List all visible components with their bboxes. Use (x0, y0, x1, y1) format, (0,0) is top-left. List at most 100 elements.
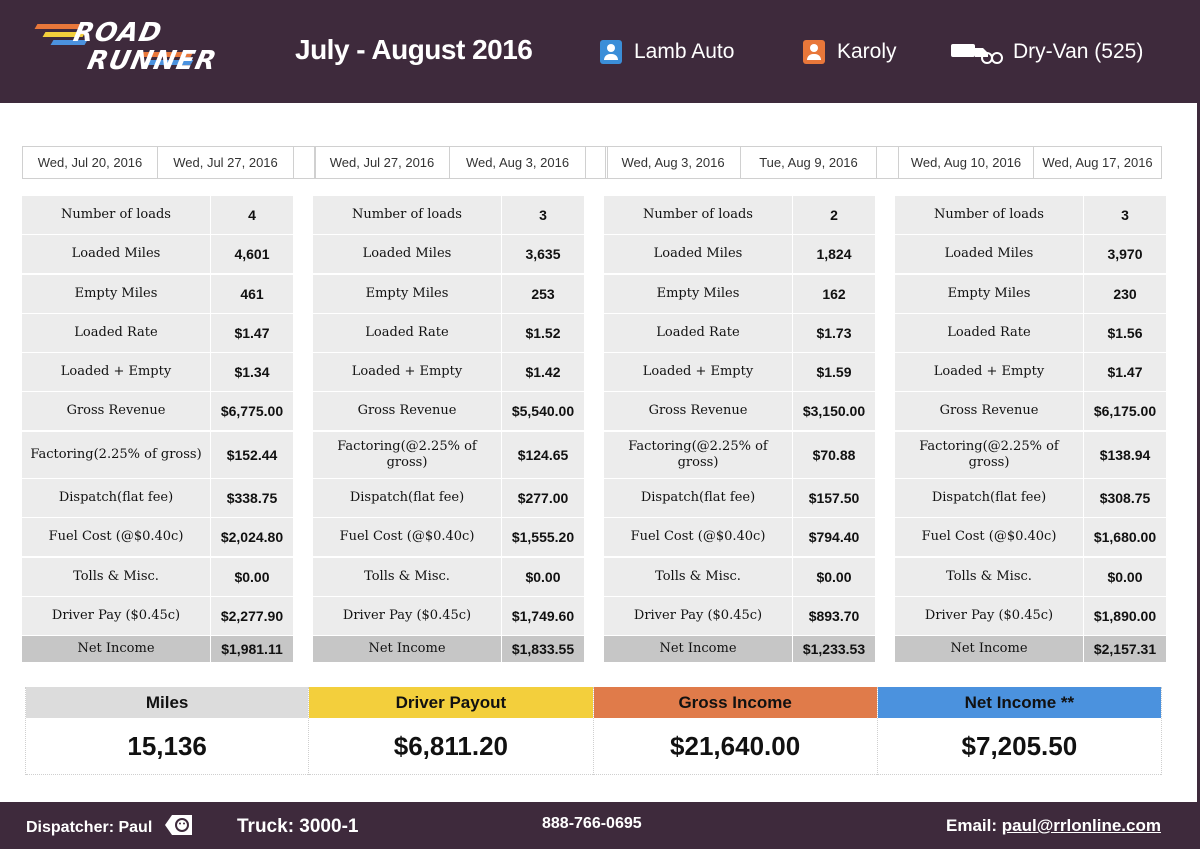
email-info: Email: paul@rrlonline.com (946, 816, 1161, 836)
summary-label: Net Income ** (877, 687, 1161, 718)
row-label: Driver Pay ($0.45c) (604, 596, 792, 635)
summary-net-income: Net Income ** $7,205.50 (877, 687, 1162, 775)
row-value: $0.00 (793, 557, 875, 596)
row-empty-miles: Empty Miles 461 (22, 274, 293, 313)
person-icon (803, 40, 825, 64)
summary-value: 15,136 (26, 718, 309, 775)
row-value: $3,150.00 (793, 392, 875, 431)
row-value: $1,749.60 (502, 596, 584, 635)
footer-bar: Dispatcher: Paul Truck: 3000-1 888-766-0… (0, 802, 1197, 849)
row-label: Gross Revenue (22, 392, 210, 431)
row-label: Factoring(@2.25% of gross) (895, 431, 1083, 478)
row-loaded-rate: Loaded Rate $1.73 (604, 313, 875, 352)
row-value: $0.00 (1084, 557, 1166, 596)
row-label: Loaded Rate (604, 313, 792, 352)
date-spacer (877, 146, 899, 179)
dispatcher-tag-icon (165, 815, 193, 835)
row-value: $0.00 (502, 557, 584, 596)
row-label: Number of loads (22, 196, 210, 234)
week-1-dates: Wed, Jul 20, 2016 Wed, Jul 27, 2016 (22, 146, 316, 181)
row-loaded-miles: Loaded Miles 4,601 (22, 235, 293, 274)
summary-driver-payout: Driver Payout $6,811.20 (309, 687, 594, 775)
row-label: Loaded Miles (313, 235, 501, 274)
row-label: Empty Miles (604, 274, 792, 313)
row-label: Factoring(@2.25% of gross) (313, 431, 501, 478)
row-label: Factoring(2.25% of gross) (22, 431, 210, 478)
row-label: Driver Pay ($0.45c) (895, 596, 1083, 635)
row-empty-miles: Empty Miles 230 (895, 274, 1166, 313)
row-gross-revenue: Gross Revenue $6,775.00 (22, 392, 293, 431)
row-factoring: Factoring(2.25% of gross) $152.44 (22, 431, 293, 478)
row-gross-revenue: Gross Revenue $6,175.00 (895, 392, 1166, 431)
row-driver-pay: Driver Pay ($0.45c) $1,890.00 (895, 596, 1166, 635)
row-label: Loaded Miles (604, 235, 792, 274)
week-end-date: Wed, Jul 27, 2016 (158, 146, 294, 179)
row-value: $1,680.00 (1084, 518, 1166, 557)
row-label: Net Income (313, 636, 501, 663)
row-label: Factoring(@2.25% of gross) (604, 431, 792, 478)
row-label: Dispatch(flat fee) (22, 479, 210, 518)
row-label: Net Income (22, 636, 210, 663)
row-label: Number of loads (604, 196, 792, 234)
row-label: Fuel Cost (@$0.40c) (895, 518, 1083, 557)
customer-name: Lamb Auto (634, 40, 735, 63)
truck-type: Dry-Van (525) (1013, 40, 1144, 63)
row-value: 3,970 (1084, 235, 1166, 274)
row-label: Loaded Miles (22, 235, 210, 274)
summary-gross-income: Gross Income $21,640.00 (593, 687, 878, 775)
week-end-date: Wed, Aug 17, 2016 (1034, 146, 1162, 179)
summary-panel: Miles 15,136 Driver Payout $6,811.20 Gro… (25, 687, 1162, 775)
row-loaded-plus-empty: Loaded + Empty $1.47 (895, 353, 1166, 392)
row-label: Number of loads (313, 196, 501, 234)
row-fuel-cost: Fuel Cost (@$0.40c) $794.40 (604, 518, 875, 557)
row-value: 3 (1084, 196, 1166, 234)
row-loaded-plus-empty: Loaded + Empty $1.42 (313, 353, 584, 392)
row-loaded-miles: Loaded Miles 1,824 (604, 235, 875, 274)
row-value: $338.75 (211, 479, 293, 518)
row-factoring: Factoring(@2.25% of gross) $138.94 (895, 431, 1166, 478)
row-label: Loaded Rate (22, 313, 210, 352)
row-label: Fuel Cost (@$0.40c) (313, 518, 501, 557)
summary-miles: Miles 15,136 (25, 687, 310, 775)
row-label: Loaded Rate (895, 313, 1083, 352)
email-link[interactable]: paul@rrlonline.com (1001, 816, 1161, 835)
row-label: Gross Revenue (313, 392, 501, 431)
date-spacer (294, 146, 316, 179)
row-driver-pay: Driver Pay ($0.45c) $2,277.90 (22, 596, 293, 635)
summary-value: $6,811.20 (309, 718, 593, 775)
dispatcher-name: Dispatcher: Paul (26, 819, 153, 836)
customer-info: Lamb Auto (600, 38, 734, 66)
report-title: July - August 2016 (295, 34, 533, 65)
row-value: 4 (211, 196, 293, 234)
row-label: Loaded + Empty (313, 353, 501, 392)
row-value: $152.44 (211, 431, 293, 478)
week-start-date: Wed, Jul 20, 2016 (22, 146, 158, 179)
row-value: 3 (502, 196, 584, 234)
row-number-of-loads: Number of loads 2 (604, 196, 875, 234)
row-value: $1.56 (1084, 313, 1166, 352)
row-label: Tolls & Misc. (22, 557, 210, 596)
row-value: 3,635 (502, 235, 584, 274)
row-net-income: Net Income $1,833.55 (313, 636, 584, 663)
truck-info: Dry-Van (525) (951, 38, 1143, 66)
row-value: $1.52 (502, 313, 584, 352)
row-loaded-rate: Loaded Rate $1.52 (313, 313, 584, 352)
row-gross-revenue: Gross Revenue $5,540.00 (313, 392, 584, 431)
row-fuel-cost: Fuel Cost (@$0.40c) $1,555.20 (313, 518, 584, 557)
row-value: $157.50 (793, 479, 875, 518)
row-loaded-plus-empty: Loaded + Empty $1.34 (22, 353, 293, 392)
row-label: Number of loads (895, 196, 1083, 234)
row-label: Net Income (604, 636, 792, 663)
row-value: $1,833.55 (502, 636, 584, 663)
row-loaded-rate: Loaded Rate $1.56 (895, 313, 1166, 352)
row-label: Empty Miles (313, 274, 501, 313)
row-value: $1.47 (1084, 353, 1166, 392)
row-factoring: Factoring(@2.25% of gross) $124.65 (313, 431, 584, 478)
row-value: $794.40 (793, 518, 875, 557)
dispatcher-info: Dispatcher: Paul (26, 815, 194, 837)
row-dispatch-fee: Dispatch(flat fee) $157.50 (604, 479, 875, 518)
row-value: $6,175.00 (1084, 392, 1166, 431)
row-label: Dispatch(flat fee) (895, 479, 1083, 518)
row-tolls-misc: Tolls & Misc. $0.00 (604, 557, 875, 596)
row-tolls-misc: Tolls & Misc. $0.00 (895, 557, 1166, 596)
